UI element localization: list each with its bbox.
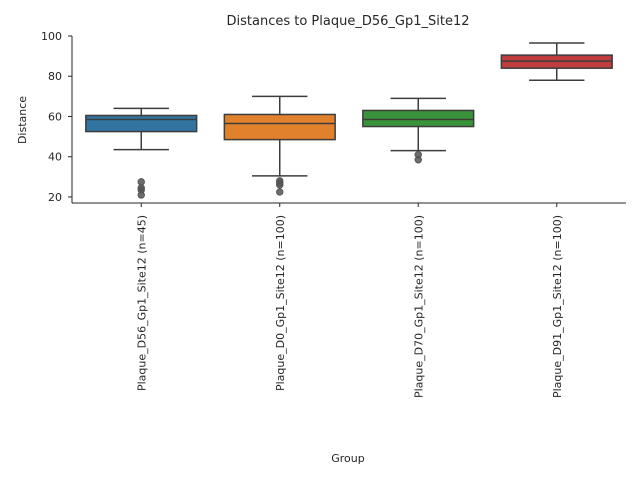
y-tick-label: 40: [48, 151, 62, 164]
x-tick-label: Plaque_D0_Gp1_Site12 (n=100): [274, 215, 287, 391]
outlier-point: [414, 156, 422, 164]
y-tick-label: 20: [48, 191, 62, 204]
box-iqr: [223, 113, 336, 141]
outlier-point: [276, 188, 284, 196]
x-tick-label: Plaque_D56_Gp1_Site12 (n=45): [135, 215, 148, 391]
chart-title: Distances to Plaque_D56_Gp1_Site12: [227, 14, 470, 29]
y-tick-label: 80: [48, 70, 62, 83]
x-axis-label: Group: [331, 452, 365, 465]
box-iqr: [85, 114, 198, 133]
outlier-point: [137, 178, 145, 186]
plot-area: 20 40 60 80 100 Plaque_D56_Gp1_Site12 (n=45) P…: [41, 30, 626, 398]
y-axis-label: Distance: [16, 96, 29, 144]
y-tick-label: 60: [48, 110, 62, 123]
y-tick-label: 100: [41, 30, 62, 43]
x-tick-label: Plaque_D70_Gp1_Site12 (n=100): [412, 215, 425, 398]
outlier-point: [276, 181, 284, 189]
box-iqr: [362, 109, 475, 128]
outlier-point: [137, 191, 145, 199]
x-tick-label: Plaque_D91_Gp1_Site12 (n=100): [551, 215, 564, 398]
